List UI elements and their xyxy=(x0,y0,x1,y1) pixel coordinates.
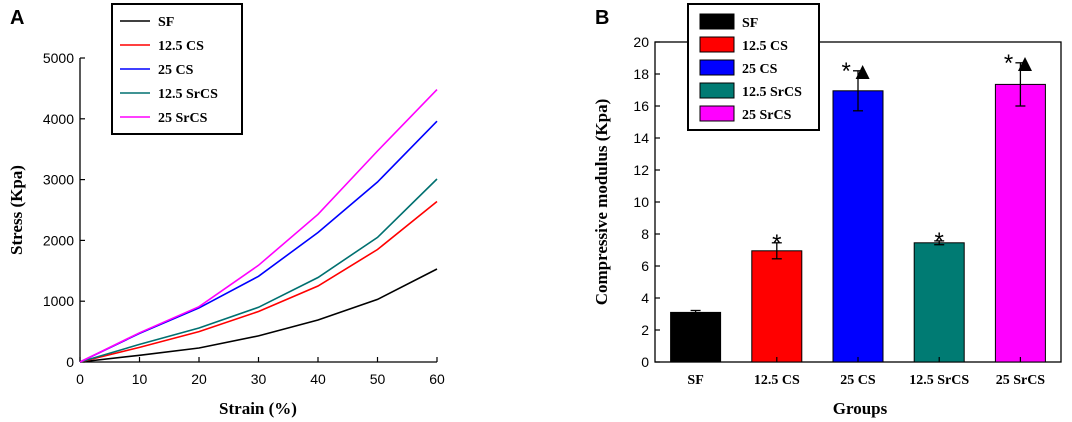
legend-label: 25 CS xyxy=(742,62,778,77)
panel-b-y-label: Compressive modulus (Kpa) xyxy=(592,99,611,306)
bar-12-5-srcs xyxy=(913,242,965,363)
panel-b-bars: * *▲ * *▲ xyxy=(670,50,1046,363)
panel-a-x-tick-label: 20 xyxy=(191,371,207,387)
panel-b-y-tick-label: 4 xyxy=(641,290,649,306)
panel-a-y-tick-label: 3000 xyxy=(43,172,74,188)
panel-b-y-tick-label: 20 xyxy=(633,34,649,50)
panel-b-legend: SF 12.5 CS 25 CS 12.5 SrCS 25 SrCS xyxy=(687,3,820,131)
panel-a-y-tick-label: 1000 xyxy=(43,293,74,309)
panel-a-series xyxy=(79,89,438,363)
category-label: SF xyxy=(687,373,703,388)
panel-a-x-ticks: 0 10 20 30 40 50 60 xyxy=(76,357,445,387)
panel-b-category-labels: SF 12.5 CS 25 CS 12.5 SrCS 25 SrCS xyxy=(687,357,1045,388)
panel-a-x-tick-label: 30 xyxy=(251,371,267,387)
panel-b-letter: B xyxy=(595,7,609,29)
panel-b-y-tick-label: 0 xyxy=(641,354,649,370)
legend-color-swatch xyxy=(699,36,735,53)
series-line-12-5-cs xyxy=(79,200,438,363)
panel-b-y-tick-label: 10 xyxy=(633,194,649,210)
legend-label: SF xyxy=(742,16,758,31)
panel-b-y-tick-label: 8 xyxy=(641,226,649,242)
significance-marker: *▲ xyxy=(841,58,874,85)
category-label: 12.5 CS xyxy=(754,373,800,388)
bar-sf xyxy=(670,311,722,363)
panel-b-y-tick-label: 2 xyxy=(641,322,649,338)
panel-a-x-tick-label: 0 xyxy=(76,371,84,387)
legend-label: 12.5 CS xyxy=(742,39,788,54)
panel-a: A 0 1000 2000 3000 4000 5000 0 10 20 30 40 50 60 St… xyxy=(7,3,445,418)
legend-label: 25 CS xyxy=(158,63,194,78)
panel-b-y-tick-label: 16 xyxy=(633,98,649,114)
panel-b-y-tick-label: 12 xyxy=(633,162,649,178)
legend-label: 12.5 SrCS xyxy=(158,87,218,102)
significance-marker: * xyxy=(935,228,944,255)
panel-a-y-ticks: 0 1000 2000 3000 4000 5000 xyxy=(43,50,85,370)
bar-25-cs xyxy=(832,90,884,363)
category-label: 25 CS xyxy=(840,373,876,388)
bar-12-5-cs xyxy=(751,250,803,363)
legend-label: SF xyxy=(158,15,174,30)
panel-a-legend: SF 12.5 CS 25 CS 12.5 SrCS 25 SrCS xyxy=(111,3,243,135)
series-line-sf xyxy=(79,268,438,363)
panel-b: B 0 2 4 6 8 10 12 14 16 18 20 * *▲ * *▲ SF 12.5 CS 25 C… xyxy=(592,3,1062,418)
panel-a-y-tick-label: 0 xyxy=(66,354,74,370)
panel-a-letter: A xyxy=(10,7,24,29)
panel-a-x-label: Strain (%) xyxy=(219,399,297,418)
legend-color-swatch xyxy=(699,105,735,122)
series-line-12-5-srcs xyxy=(79,178,438,363)
panel-b-y-tick-label: 18 xyxy=(633,66,649,82)
legend-label: 12.5 CS xyxy=(158,39,204,54)
panel-a-y-tick-label: 2000 xyxy=(43,232,74,248)
panel-b-y-tick-label: 14 xyxy=(633,130,649,146)
panel-a-y-tick-label: 5000 xyxy=(43,50,74,66)
legend-color-swatch xyxy=(699,13,735,30)
panel-a-x-tick-label: 50 xyxy=(370,371,386,387)
series-line-25-srcs xyxy=(79,89,438,363)
panel-b-x-label: Groups xyxy=(833,399,888,418)
panel-a-x-tick-label: 10 xyxy=(132,371,148,387)
category-label: 25 SrCS xyxy=(996,373,1046,388)
panel-a-x-tick-label: 60 xyxy=(429,371,445,387)
series-line-25-cs xyxy=(79,120,438,363)
legend-color-swatch xyxy=(699,82,735,99)
significance-marker: * xyxy=(772,230,781,257)
legend-label: 12.5 SrCS xyxy=(742,85,802,100)
legend-color-swatch xyxy=(699,59,735,76)
panel-a-y-label: Stress (Kpa) xyxy=(7,165,26,255)
panel-a-y-tick-label: 4000 xyxy=(43,111,74,127)
legend-label: 25 SrCS xyxy=(742,108,792,123)
significance-marker: *▲ xyxy=(1004,50,1037,77)
panel-b-y-tick-label: 6 xyxy=(641,258,649,274)
category-label: 12.5 SrCS xyxy=(909,373,969,388)
panel-a-x-tick-label: 40 xyxy=(310,371,326,387)
panel-b-y-ticks: 0 2 4 6 8 10 12 14 16 18 20 xyxy=(633,34,660,370)
legend-label: 25 SrCS xyxy=(158,111,208,126)
bar-25-srcs xyxy=(994,83,1046,363)
